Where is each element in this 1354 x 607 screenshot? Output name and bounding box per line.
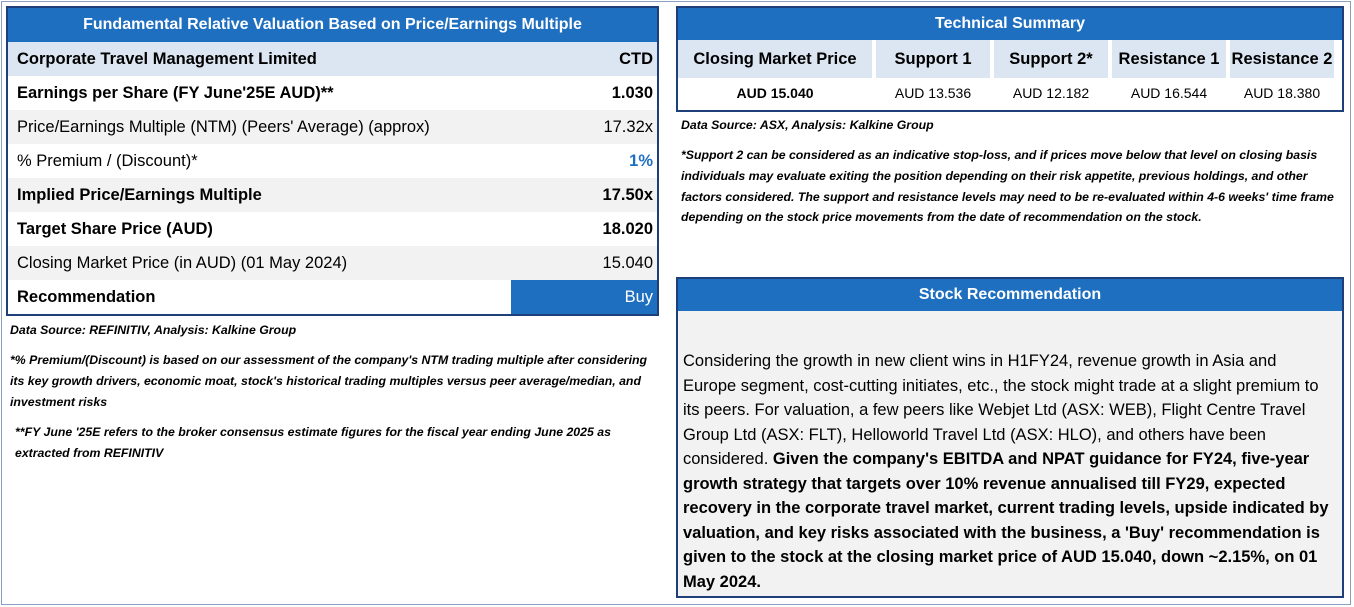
technical-summary-title: Technical Summary <box>678 8 1342 40</box>
premium-label: % Premium / (Discount)* <box>17 151 198 170</box>
recommendation-row: Recommendation Buy <box>8 280 657 314</box>
valuation-data-source: Data Source: REFINITIV, Analysis: Kalkin… <box>10 323 297 337</box>
implied-pe-row: Implied Price/Earnings Multiple 17.50x <box>8 178 657 212</box>
recommendation-value: Buy <box>511 280 657 314</box>
eps-row: Earnings per Share (FY June'25E AUD)** 1… <box>8 76 657 110</box>
support-2-column: Support 2* AUD 12.182 <box>990 40 1108 110</box>
recommendation-text-bold: Given the company's EBITDA and NPAT guid… <box>683 450 1329 591</box>
valuation-title: Fundamental Relative Valuation Based on … <box>8 8 657 42</box>
closing-price-column: Closing Market Price AUD 15.040 <box>678 40 872 110</box>
eps-label: Earnings per Share (FY June'25E AUD)** <box>17 83 334 102</box>
eps-value: 1.030 <box>611 83 653 102</box>
column-header: Support 2* <box>994 40 1108 78</box>
stock-recommendation-title: Stock Recommendation <box>678 279 1342 311</box>
company-row: Corporate Travel Management Limited CTD <box>8 42 657 76</box>
closing-price-row: Closing Market Price (in AUD) (01 May 20… <box>8 246 657 280</box>
recommendation-label: Recommendation <box>17 287 156 306</box>
column-header: Resistance 2 <box>1230 40 1334 78</box>
column-value: AUD 12.182 <box>994 78 1108 110</box>
column-value: AUD 16.544 <box>1112 78 1226 110</box>
company-ticker: CTD <box>619 49 653 68</box>
column-header: Support 1 <box>876 40 990 78</box>
pe-peers-value: 17.32x <box>603 117 653 136</box>
premium-row: % Premium / (Discount)* 1% <box>8 144 657 178</box>
support-1-column: Support 1 AUD 13.536 <box>872 40 990 110</box>
closing-price-value: 15.040 <box>602 253 653 272</box>
pe-peers-label: Price/Earnings Multiple (NTM) (Peers' Av… <box>17 117 430 136</box>
technical-summary-table: Technical Summary Closing Market Price A… <box>676 6 1344 112</box>
valuation-notes: Data Source: REFINITIV, Analysis: Kalkin… <box>10 320 660 464</box>
premium-footnote: *% Premium/(Discount) is based on our as… <box>10 353 648 409</box>
support-footnote: *Support 2 can be considered as an indic… <box>681 148 1334 225</box>
stock-recommendation-box: Stock Recommendation Considering the gro… <box>676 277 1344 598</box>
implied-pe-value: 17.50x <box>602 185 653 204</box>
column-header: Closing Market Price <box>678 40 872 78</box>
column-header: Resistance 1 <box>1112 40 1226 78</box>
technical-grid: Closing Market Price AUD 15.040 Support … <box>678 40 1342 110</box>
pe-peers-row: Price/Earnings Multiple (NTM) (Peers' Av… <box>8 110 657 144</box>
target-price-label: Target Share Price (AUD) <box>17 219 213 238</box>
resistance-2-column: Resistance 2 AUD 18.380 <box>1226 40 1334 110</box>
eps-footnote: **FY June '25E refers to the broker cons… <box>15 425 611 460</box>
target-price-row: Target Share Price (AUD) 18.020 <box>8 212 657 246</box>
resistance-1-column: Resistance 1 AUD 16.544 <box>1108 40 1226 110</box>
premium-value: 1% <box>629 151 653 170</box>
recommendation-text-normal: Considering the growth in new client win… <box>683 352 1319 468</box>
column-value: AUD 18.380 <box>1230 78 1334 110</box>
closing-price-label: Closing Market Price (in AUD) (01 May 20… <box>17 253 348 272</box>
column-value: AUD 15.040 <box>678 78 872 110</box>
valuation-table: Fundamental Relative Valuation Based on … <box>6 6 659 316</box>
company-name: Corporate Travel Management Limited <box>17 49 317 68</box>
stock-recommendation-text: Considering the growth in new client win… <box>678 311 1342 594</box>
technical-data-source: Data Source: ASX, Analysis: Kalkine Grou… <box>681 118 934 132</box>
implied-pe-label: Implied Price/Earnings Multiple <box>17 185 262 204</box>
target-price-value: 18.020 <box>602 219 653 238</box>
column-value: AUD 13.536 <box>876 78 990 110</box>
